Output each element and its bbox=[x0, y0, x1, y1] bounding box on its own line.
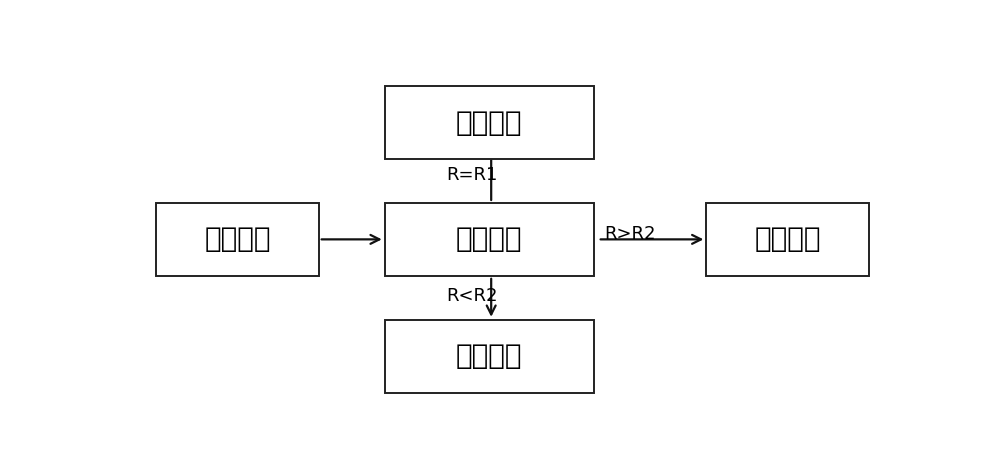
Text: 卸载单元: 卸载单元 bbox=[456, 342, 522, 370]
FancyBboxPatch shape bbox=[385, 86, 594, 159]
Text: 保持单元: 保持单元 bbox=[456, 109, 522, 137]
Text: R=R1: R=R1 bbox=[447, 166, 498, 184]
Text: R>R2: R>R2 bbox=[604, 225, 655, 243]
Text: 启动单元: 启动单元 bbox=[204, 225, 271, 254]
Text: R<R2: R<R2 bbox=[447, 287, 498, 305]
FancyBboxPatch shape bbox=[156, 203, 319, 276]
Text: 计算单元: 计算单元 bbox=[456, 225, 522, 254]
FancyBboxPatch shape bbox=[385, 319, 594, 392]
Text: 启动单元: 启动单元 bbox=[754, 225, 821, 254]
FancyBboxPatch shape bbox=[706, 203, 869, 276]
FancyBboxPatch shape bbox=[385, 203, 594, 276]
